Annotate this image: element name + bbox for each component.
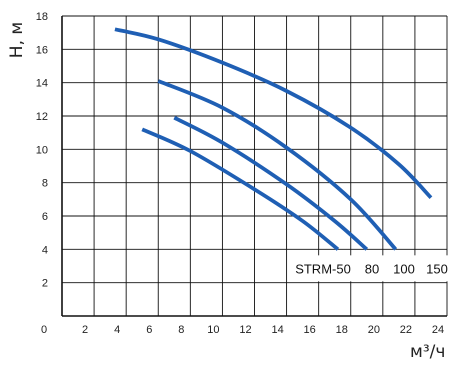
x-tick-label: 14 [271, 324, 283, 336]
curve-label: STRM-50 [295, 261, 351, 276]
pump-curve [173, 115, 369, 251]
x-tick-label: 4 [114, 324, 120, 336]
y-tick-label: 14 [36, 78, 48, 90]
pump-curve [114, 27, 433, 199]
y-tick-label: 16 [36, 44, 48, 56]
x-tick-label: 12 [239, 324, 251, 336]
y-tick-label: 10 [36, 144, 48, 156]
y-tick-label: 6 [42, 211, 48, 223]
x-tick-label: 6 [146, 324, 152, 336]
y-tick-label: 12 [36, 111, 48, 123]
y-axis-title: Н, м [7, 22, 27, 58]
y-tick-label: 2 [42, 278, 48, 290]
curve-label-background [288, 255, 448, 282]
curves [114, 27, 433, 251]
y-tick-label: 8 [42, 178, 48, 190]
x-tick-label: 20 [368, 324, 380, 336]
x-tick-label: 22 [400, 324, 412, 336]
x-tick-label: 0 [41, 324, 47, 336]
x-tick-label: 24 [432, 324, 444, 336]
x-tick-label: 16 [304, 324, 316, 336]
curve-labels: STRM-50 80 100 150 [288, 255, 448, 282]
curve-label: 100 [393, 261, 415, 276]
x-axis-title: м³/ч [410, 342, 445, 362]
x-tick-label: 18 [336, 324, 348, 336]
x-tick-label: 8 [178, 324, 184, 336]
x-tick-label: 2 [82, 324, 88, 336]
curve-label: 80 [365, 261, 379, 276]
x-tick-label: 10 [207, 324, 219, 336]
curve-label: 150 [426, 261, 448, 276]
grid [61, 15, 448, 317]
pump-curve [141, 127, 340, 251]
pump-curve [157, 79, 398, 251]
y-tick-label: 18 [36, 11, 48, 23]
y-tick-label: 4 [42, 244, 48, 256]
